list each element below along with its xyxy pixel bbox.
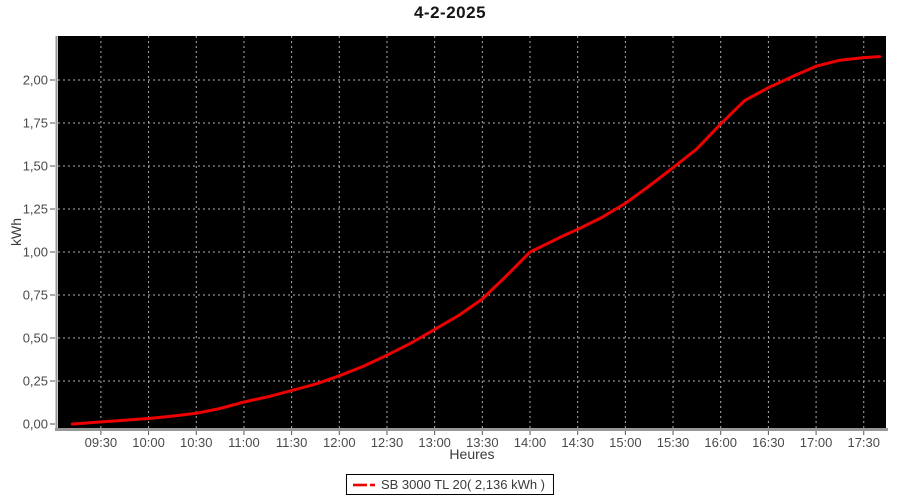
chart-title: 4-2-2025 xyxy=(413,3,487,22)
x-tick-label: 11:00 xyxy=(228,435,260,450)
y-tick-label: 1,50 xyxy=(22,158,48,174)
x-tick-label: 14:30 xyxy=(561,435,594,450)
x-tick-label: 10:00 xyxy=(132,435,165,450)
x-tick-label: 17:30 xyxy=(847,435,881,450)
x-tick-label: 16:00 xyxy=(704,435,737,450)
x-tick-label: 12:00 xyxy=(323,435,356,450)
x-axis-title: Heures xyxy=(449,446,495,462)
x-tick-label: 17:00 xyxy=(799,435,833,450)
y-tick-label: 2,00 xyxy=(22,72,48,88)
y-tick-label: 1,25 xyxy=(22,201,48,217)
x-tick-label: 13:30 xyxy=(466,435,499,450)
x-tick-label: 09:30 xyxy=(84,435,118,450)
series-line xyxy=(70,55,882,426)
y-tick-label: 1,75 xyxy=(22,115,48,131)
x-tick-label: 15:30 xyxy=(656,435,690,450)
y-tick-label: 0,50 xyxy=(22,330,48,346)
legend-line-marker xyxy=(352,483,375,486)
y-tick-label: 0,25 xyxy=(22,373,48,389)
x-tick-label: 11:30 xyxy=(275,435,308,450)
plot-area[interactable] xyxy=(58,36,886,428)
x-tick-label: 13:00 xyxy=(418,435,451,450)
y-axis-title: kWh xyxy=(8,218,24,246)
y-tick-label: 0,00 xyxy=(22,416,48,432)
x-tick-label: 12:30 xyxy=(370,435,404,450)
x-tick-label: 16:30 xyxy=(752,435,785,450)
y-tick-label: 1,00 xyxy=(22,244,48,260)
y-tick-label: 0,75 xyxy=(22,287,48,303)
x-tick-label: 14:00 xyxy=(513,435,547,450)
legend-label: SB 3000 TL 20( 2,136 kWh ) xyxy=(380,477,546,492)
legend: SB 3000 TL 20( 2,136 kWh ) xyxy=(345,474,555,495)
x-tick-label: 15:00 xyxy=(609,435,642,450)
plot-canvas[interactable] xyxy=(0,0,900,470)
x-tick-label: 10:30 xyxy=(179,435,213,450)
